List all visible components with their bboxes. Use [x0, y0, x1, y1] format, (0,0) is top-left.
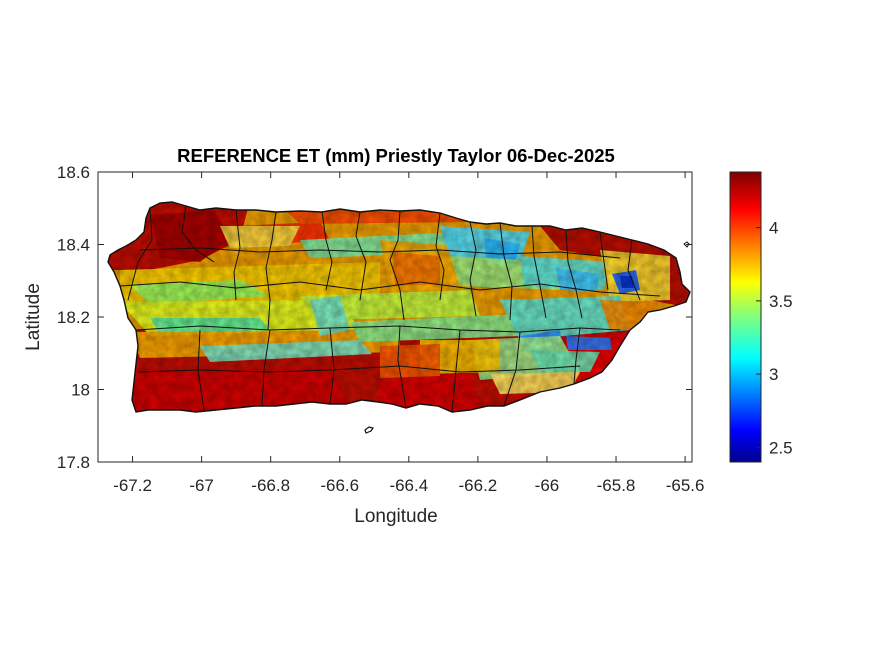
- colorbar-tick-label: 2.5: [769, 438, 793, 457]
- x-tick-label: -67.2: [113, 476, 152, 495]
- chart-title: REFERENCE ET (mm) Priestly Taylor 06-Dec…: [177, 145, 615, 166]
- municipality-boundary: [565, 229, 583, 319]
- x-axis: -67.2 -67 -66.8 -66.6 -66.4 -66.2 -66 -65.8 -65.…: [113, 172, 704, 495]
- municipality-boundary: [355, 211, 367, 301]
- colorbar-tick-label: 4: [769, 219, 778, 238]
- x-tick-label: -65.8: [597, 476, 636, 495]
- municipality-boundary: [137, 365, 581, 373]
- municipality-boundary: [261, 329, 271, 407]
- municipality-boundary: [233, 209, 241, 301]
- municipality-boundary: [573, 327, 581, 385]
- x-tick-label: -66.2: [459, 476, 498, 495]
- y-tick-label: 18.4: [57, 236, 90, 255]
- y-axis-label: Latitude: [23, 283, 44, 351]
- x-tick-label: -65.6: [666, 476, 705, 495]
- municipality-boundary: [119, 281, 661, 297]
- municipality-boundaries: [119, 205, 661, 412]
- municipality-boundary: [599, 231, 609, 291]
- colorbar-tick-label: 3: [769, 365, 778, 384]
- y-tick-label: 18.2: [57, 308, 90, 327]
- colorbar: [729, 171, 762, 463]
- y-tick-label: 18.6: [57, 163, 90, 182]
- y-axis: 17.8 18 18.2 18.4 18.6: [57, 163, 692, 472]
- municipality-boundary: [451, 329, 461, 412]
- municipality-boundary: [139, 247, 621, 259]
- municipality-boundary: [627, 239, 641, 301]
- colorbar-ticks: 2.5 3 3.5 4: [756, 219, 793, 457]
- municipality-boundary: [265, 211, 277, 331]
- municipality-boundary: [127, 207, 153, 301]
- y-tick-label: 18: [71, 381, 90, 400]
- x-tick-label: -66: [535, 476, 560, 495]
- x-tick-label: -67: [189, 476, 214, 495]
- municipality-boundary: [321, 211, 333, 291]
- municipality-boundary: [181, 205, 215, 263]
- colorbar-tick-label: 3.5: [769, 292, 793, 311]
- municipality-boundary: [531, 225, 547, 319]
- x-tick-label: -66.6: [320, 476, 359, 495]
- islet-caja-de-muertos: [364, 426, 374, 434]
- municipality-boundary: [389, 210, 405, 321]
- island-outline: [107, 201, 691, 413]
- x-axis-label: Longitude: [354, 506, 437, 527]
- municipality-boundary: [499, 222, 513, 321]
- x-tick-label: -66.4: [389, 476, 428, 495]
- municipality-boundary: [469, 221, 477, 317]
- et-raster-map: [108, 202, 690, 412]
- municipality-boundary: [397, 325, 407, 409]
- y-tick-label: 17.8: [57, 453, 90, 472]
- x-tick-label: -66.8: [251, 476, 290, 495]
